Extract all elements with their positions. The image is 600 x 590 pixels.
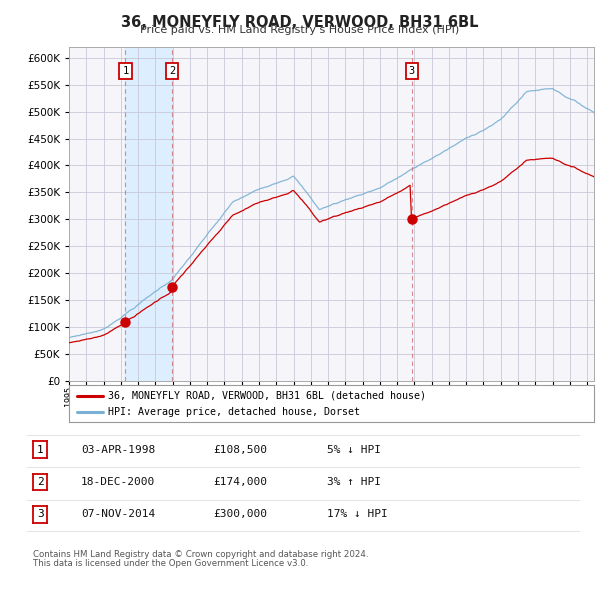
Text: £300,000: £300,000 (213, 510, 267, 519)
Text: HPI: Average price, detached house, Dorset: HPI: Average price, detached house, Dors… (109, 407, 361, 417)
Text: 17% ↓ HPI: 17% ↓ HPI (327, 510, 388, 519)
Text: 2: 2 (37, 477, 44, 487)
Text: 2: 2 (169, 67, 175, 76)
Bar (125, 47, 172, 381)
Text: 3: 3 (37, 510, 44, 519)
Text: Price paid vs. HM Land Registry’s House Price Index (HPI): Price paid vs. HM Land Registry’s House … (140, 25, 460, 35)
Text: 36, MONEYFLY ROAD, VERWOOD, BH31 6BL (detached house): 36, MONEYFLY ROAD, VERWOOD, BH31 6BL (de… (109, 391, 427, 401)
Text: 5% ↓ HPI: 5% ↓ HPI (327, 445, 381, 454)
Text: 1: 1 (37, 445, 44, 454)
Text: 18-DEC-2000: 18-DEC-2000 (81, 477, 155, 487)
Text: 3% ↑ HPI: 3% ↑ HPI (327, 477, 381, 487)
Text: 03-APR-1998: 03-APR-1998 (81, 445, 155, 454)
Text: 07-NOV-2014: 07-NOV-2014 (81, 510, 155, 519)
Text: This data is licensed under the Open Government Licence v3.0.: This data is licensed under the Open Gov… (33, 559, 308, 568)
Text: £108,500: £108,500 (213, 445, 267, 454)
Text: 3: 3 (409, 67, 415, 76)
Text: 1: 1 (122, 67, 128, 76)
Text: 36, MONEYFLY ROAD, VERWOOD, BH31 6BL: 36, MONEYFLY ROAD, VERWOOD, BH31 6BL (121, 15, 479, 30)
Text: Contains HM Land Registry data © Crown copyright and database right 2024.: Contains HM Land Registry data © Crown c… (33, 550, 368, 559)
Text: £174,000: £174,000 (213, 477, 267, 487)
